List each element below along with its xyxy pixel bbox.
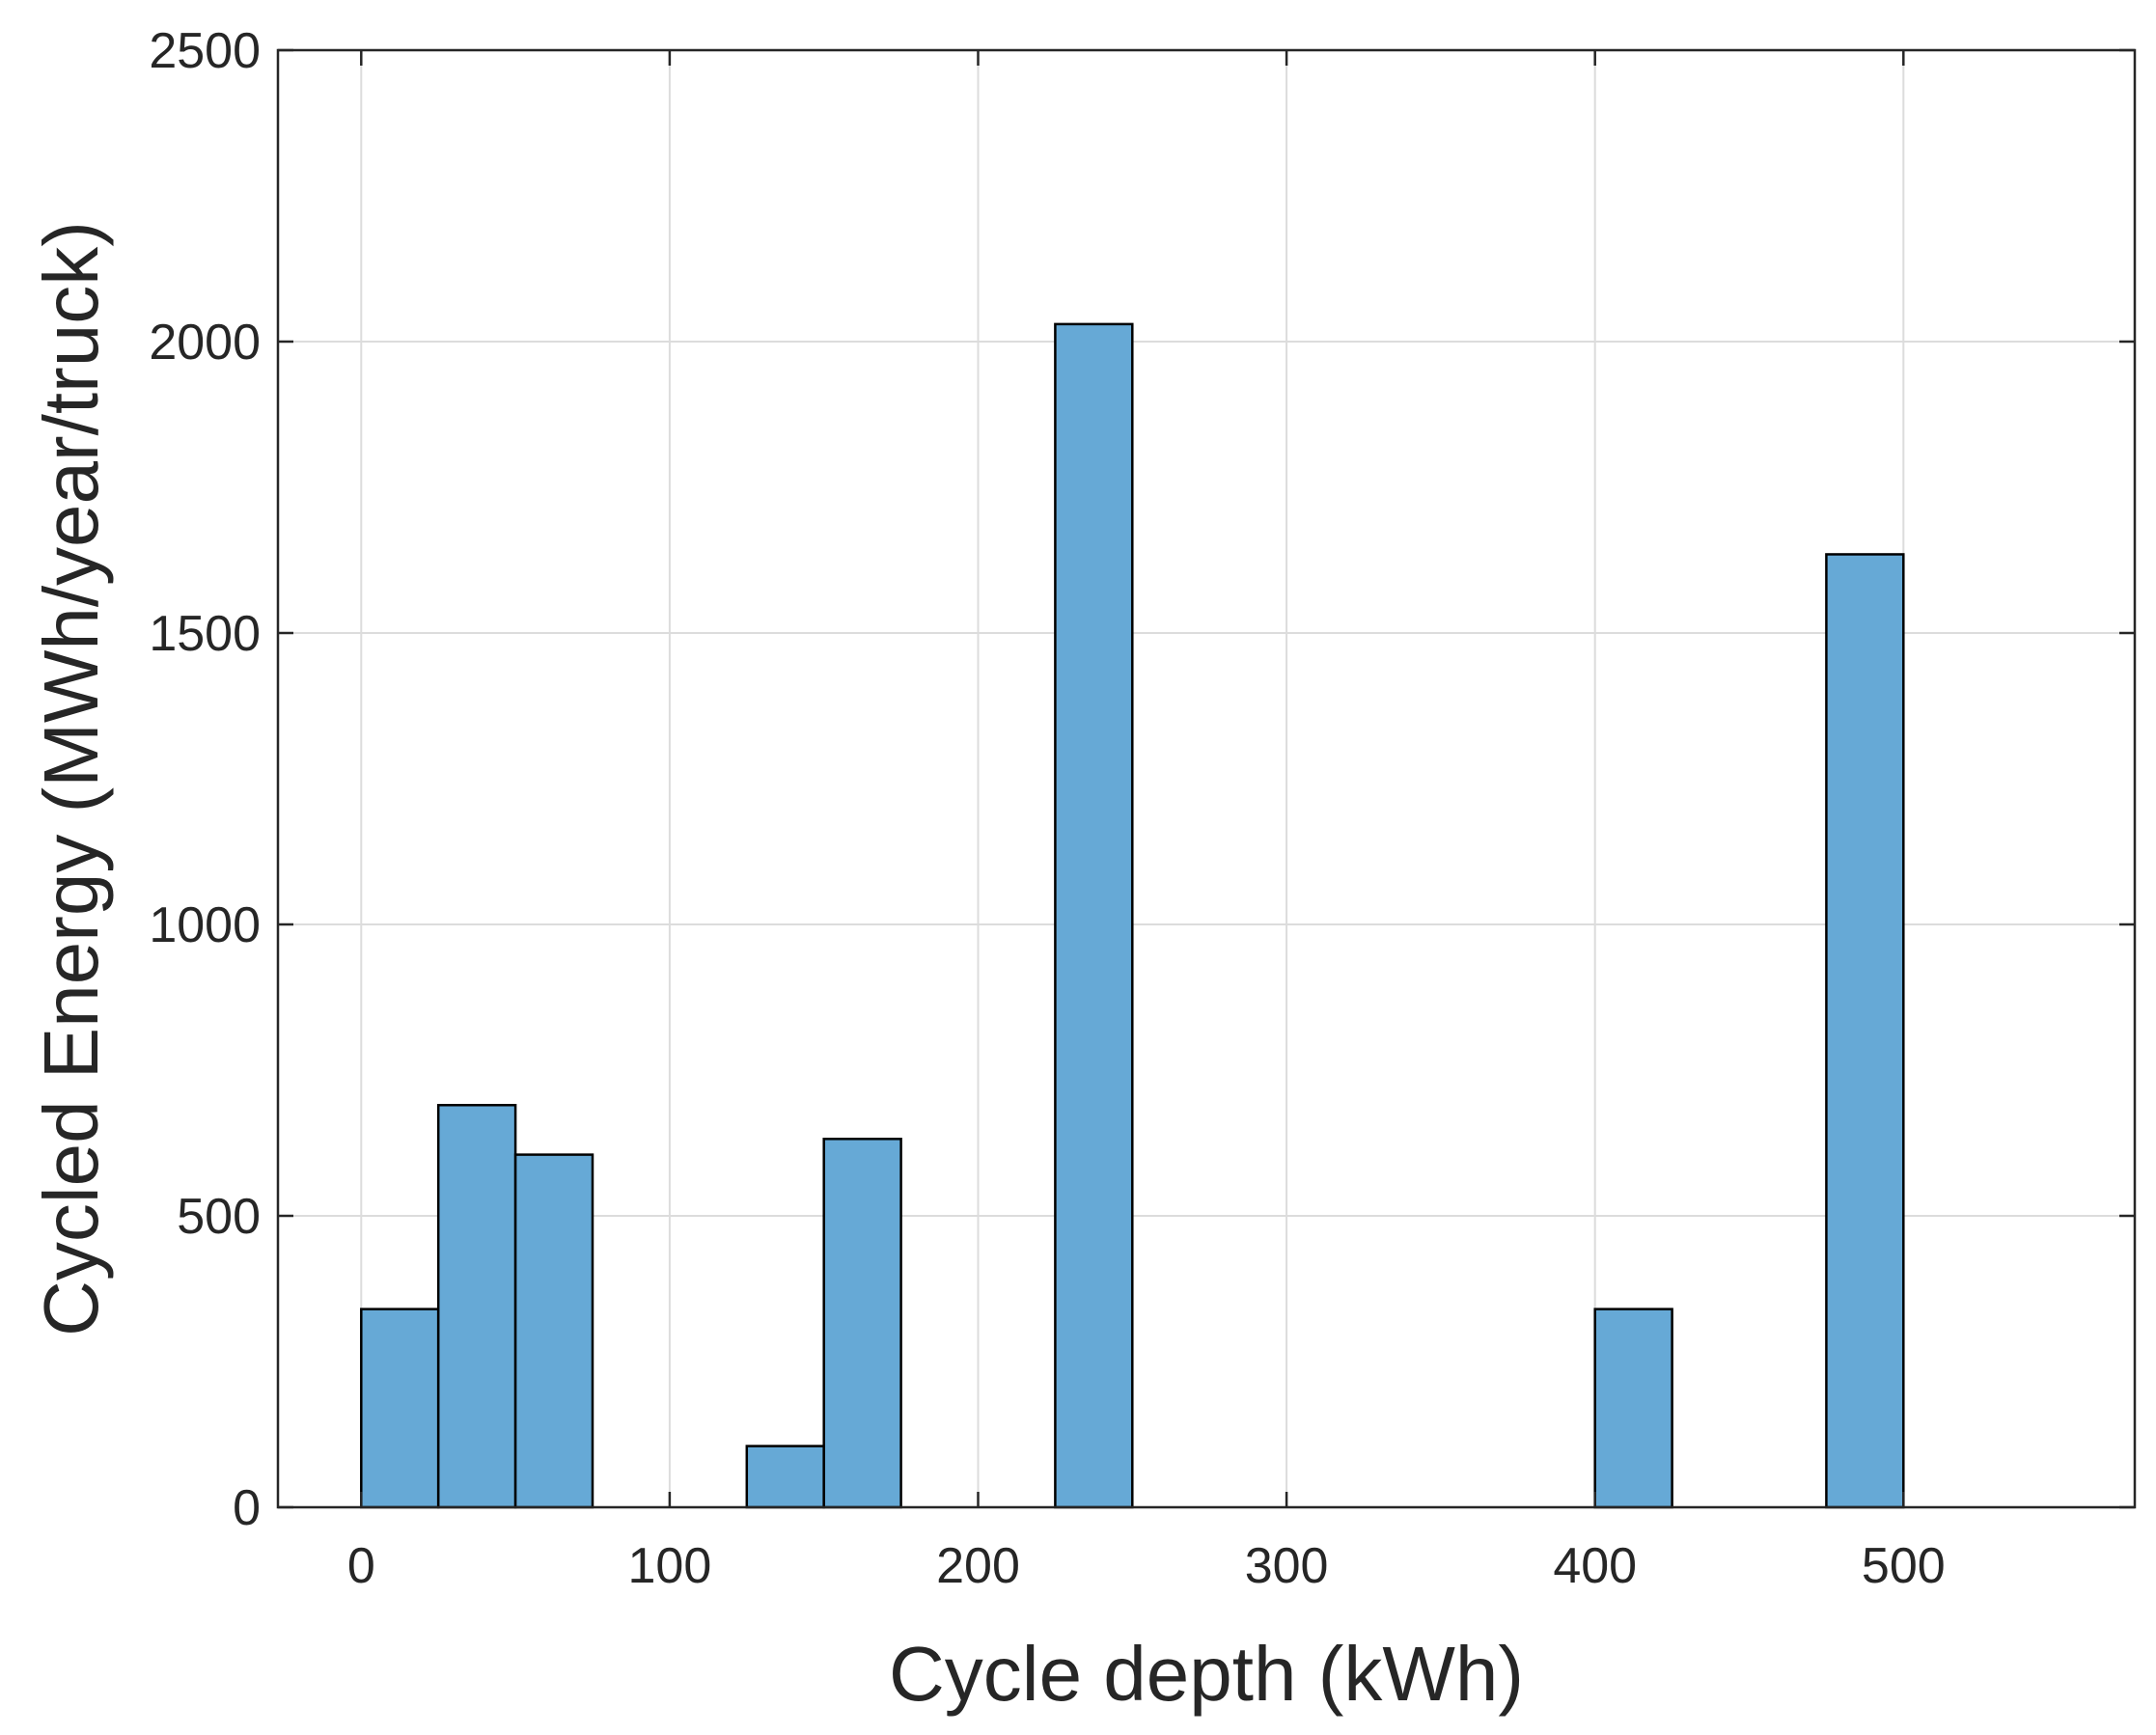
y-tick-label: 500 [177, 1189, 261, 1245]
x-tick-label: 0 [347, 1538, 375, 1594]
x-tick-label: 200 [936, 1538, 1020, 1594]
x-tick-label: 500 [1862, 1538, 1946, 1594]
histogram-bar [436, 1103, 517, 1509]
y-axis-label: Cycled Energy (MWh/year/truck) [28, 221, 114, 1336]
x-tick-label: 100 [628, 1538, 712, 1594]
x-axis-label: Cycle depth (kWh) [889, 1631, 1524, 1717]
histogram-bar [1054, 322, 1134, 1509]
y-tick-label: 1500 [149, 606, 261, 662]
x-tick-label: 300 [1245, 1538, 1329, 1594]
histogram-bar [513, 1153, 594, 1509]
histogram-bar [745, 1445, 825, 1509]
y-tick-label: 1000 [149, 897, 261, 953]
y-tick-labels: 0 500 1000 1500 2000 2500 [149, 23, 261, 1536]
y-tick-label: 2500 [149, 23, 261, 79]
ticks [278, 48, 2135, 1509]
histogram-bar [1825, 553, 1905, 1509]
histogram-bar [822, 1138, 902, 1509]
y-tick-label: 2000 [149, 315, 261, 371]
y-tick-label: 0 [233, 1480, 261, 1536]
x-tick-label: 400 [1553, 1538, 1637, 1594]
histogram-bar [360, 1308, 440, 1509]
histogram-bar [1593, 1308, 1673, 1509]
bars [360, 322, 1905, 1509]
axes-box [276, 48, 2137, 1509]
x-tick-labels: 0 100 200 300 400 500 [347, 1538, 1946, 1594]
